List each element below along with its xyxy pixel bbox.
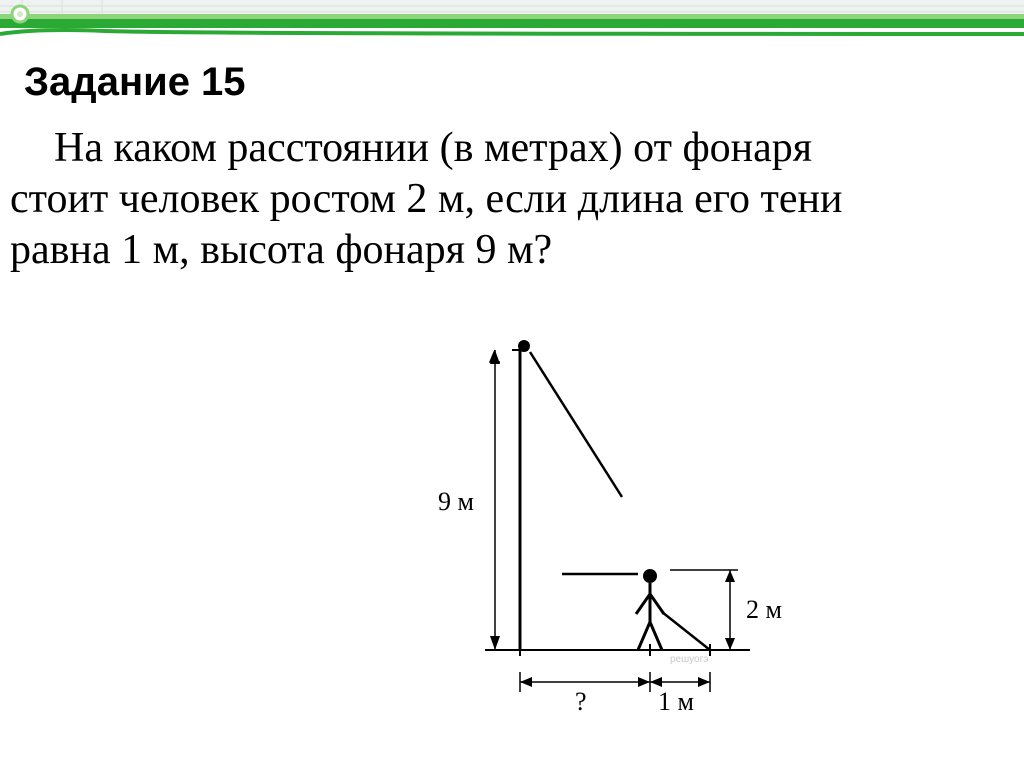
- slide-top-border: [0, 0, 1024, 38]
- geometry-diagram: 9 м 2 м ? 1 м решуогэ: [370, 310, 830, 740]
- person-icon: [636, 569, 664, 650]
- unknown-distance-label: ?: [575, 687, 587, 716]
- text-line-3: равна 1 м, высота фонаря 9 м?: [10, 227, 552, 273]
- watermark-text: решуогэ: [670, 654, 708, 665]
- task-title: Задание 15: [24, 60, 1014, 105]
- person-height-label: 2 м: [746, 595, 782, 624]
- text-line-2: стоит человек ростом 2 м, если длина его…: [10, 176, 842, 222]
- text-line-1: На каком расстоянии (в метрах) от фонаря: [54, 125, 812, 171]
- lamp-height-label: 9 м: [438, 487, 474, 516]
- shadow-length-label: 1 м: [658, 687, 694, 716]
- slide-content: Задание 15 На каком расстоянии (в метрах…: [0, 60, 1024, 277]
- task-text: На каком расстоянии (в метрах) от фонаря…: [10, 123, 1014, 277]
